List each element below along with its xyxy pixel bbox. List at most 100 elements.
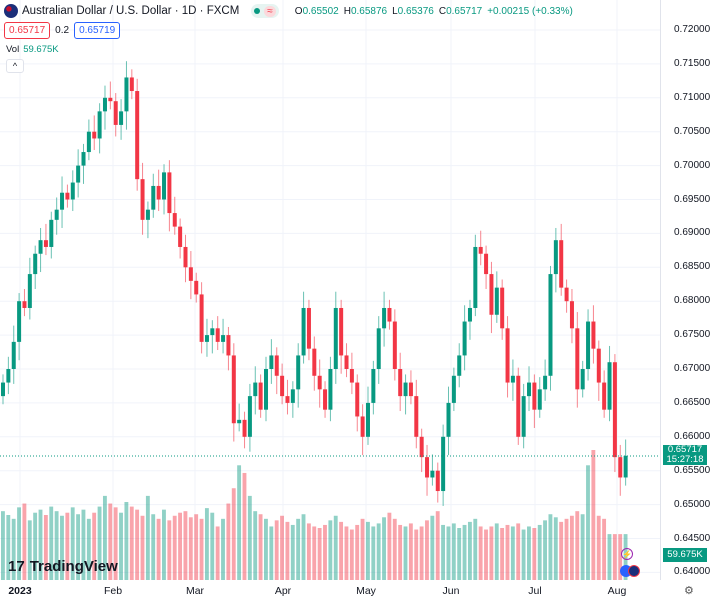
volume-bar [602, 518, 607, 580]
volume-bar [76, 514, 81, 580]
volume-bar [54, 511, 59, 580]
low-value: 0.65376 [397, 5, 434, 17]
candle [135, 91, 140, 180]
price-axis[interactable] [660, 0, 710, 580]
volume-bar [387, 512, 392, 580]
candle [387, 307, 392, 322]
candle [349, 369, 354, 383]
candle [285, 396, 290, 403]
candle [344, 355, 349, 369]
candle [532, 382, 537, 410]
price-chart[interactable] [0, 0, 660, 580]
candle [527, 382, 532, 397]
sell-button[interactable]: 0.65717 [4, 22, 51, 39]
volume-bar [376, 523, 381, 580]
price-tick: 0.68000 [674, 295, 710, 307]
volume-bar [564, 518, 569, 580]
volume-bar [371, 526, 376, 580]
au-flag-event-icon[interactable] [628, 565, 640, 577]
volume-bar [119, 512, 123, 580]
volume-bar [494, 523, 499, 580]
buy-button[interactable]: 0.65719 [74, 22, 121, 39]
market-open-icon [254, 8, 261, 14]
candle [290, 389, 295, 403]
candle [607, 362, 612, 410]
volume-bar [414, 529, 419, 580]
volume-bar [306, 523, 311, 580]
volume-bar [430, 515, 435, 580]
volume-bar [317, 528, 322, 580]
volume-bar [408, 523, 413, 580]
candle [333, 307, 338, 369]
volume-bar [323, 524, 327, 580]
candle [113, 101, 118, 125]
volume-bar [113, 507, 118, 580]
candle [510, 375, 515, 383]
volume-bar [38, 509, 43, 580]
candle [435, 470, 440, 492]
settings-gear-icon[interactable]: ⚙ [684, 585, 694, 597]
candle [54, 209, 59, 220]
price-tick: 0.65000 [674, 498, 710, 510]
candle [49, 219, 54, 247]
volume-bar [178, 512, 182, 580]
volume-bar [548, 514, 553, 580]
candle [226, 335, 231, 356]
candle [618, 457, 623, 478]
market-status[interactable]: ≈ [251, 4, 279, 18]
price-tick: 0.67000 [674, 363, 710, 374]
volume-bar [167, 520, 172, 580]
tradingview-logo[interactable]: 17 TradingView [8, 558, 118, 575]
price-tick: 0.72000 [674, 24, 710, 35]
time-tick: Apr [274, 585, 292, 597]
volume-bar [489, 526, 494, 580]
time-tick: 2023 [8, 585, 32, 597]
candle [596, 348, 601, 383]
volume-bar [102, 495, 107, 580]
volume-bar [183, 511, 188, 580]
price-tick: 0.65500 [674, 464, 710, 476]
volume-bar [258, 514, 263, 580]
price-tick: 0.66000 [674, 430, 710, 442]
volume-bar [328, 520, 333, 580]
volume-bar [500, 528, 505, 580]
volume-bar [516, 523, 521, 580]
volume-bar [156, 518, 161, 580]
lightning-event-icon[interactable]: ⚡ [621, 548, 633, 560]
symbol-flag-icon [4, 4, 18, 18]
volume-bar [253, 511, 258, 580]
candle [221, 335, 226, 342]
candle [441, 436, 446, 492]
volume-bar [382, 517, 386, 580]
candle [537, 389, 542, 410]
candle [414, 396, 419, 437]
candle [280, 375, 285, 397]
volume-bar [17, 507, 21, 580]
price-tick: 0.67500 [674, 329, 710, 341]
volume-bar [199, 518, 204, 580]
symbol-title[interactable]: Australian Dollar / U.S. Dollar · 1D · F… [22, 5, 240, 17]
candle [194, 280, 199, 295]
candle [237, 419, 242, 424]
candle [264, 369, 269, 410]
collapse-legend-button[interactable]: ^ [6, 59, 24, 73]
price-tick: 0.69000 [674, 227, 710, 239]
volume-bar [339, 521, 344, 580]
volume-bar [215, 526, 220, 580]
candle [253, 382, 258, 397]
candle [162, 172, 167, 200]
volume-bar [242, 472, 247, 580]
volume-bar [135, 509, 140, 580]
volume-bar [290, 524, 295, 580]
candle [473, 246, 478, 308]
candle [553, 240, 558, 275]
volume-bar [237, 465, 242, 580]
volume-bar [172, 515, 177, 580]
candle [119, 111, 124, 125]
volume-bar [344, 526, 349, 580]
volume-bar [27, 520, 32, 580]
volume-bar [140, 515, 145, 580]
candle [269, 355, 274, 369]
volume-bar [612, 534, 617, 580]
candle [467, 307, 472, 322]
